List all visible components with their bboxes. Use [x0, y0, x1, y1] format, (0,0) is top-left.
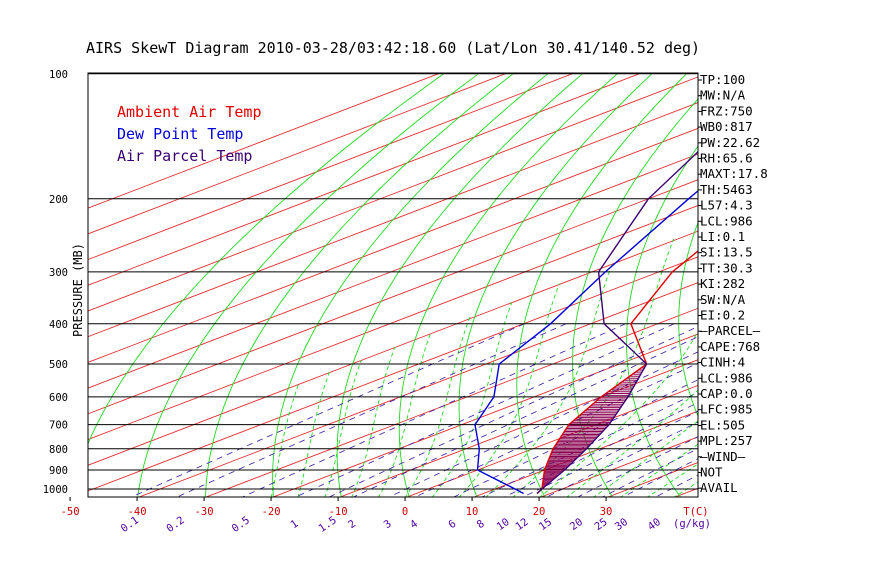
- stability-index-entry: NOT: [700, 465, 723, 480]
- legend-entry: Air Parcel Temp: [117, 147, 252, 165]
- legend: Ambient Air Temp Dew Point Temp Air Parcel…: [117, 103, 262, 165]
- stability-index-entry: MW:N/A: [700, 88, 746, 103]
- isotherm-line: [0, 74, 572, 498]
- stability-index-entry: LCL:986: [700, 213, 753, 228]
- stability-index-entry: KI:282: [700, 276, 745, 291]
- pressure-tick-label: 900: [49, 465, 68, 477]
- mixing-ratio-unit-label: (g/kg): [673, 518, 711, 530]
- pressure-tick-label: 200: [49, 194, 68, 206]
- mixing-ratio-tick-label: 10: [495, 516, 512, 533]
- stability-index-entry: TP:100: [700, 72, 745, 87]
- mixing-ratio-tick-label: 8: [475, 518, 487, 531]
- moist-adiabat-line: [352, 347, 395, 498]
- legend-entry: Dew Point Temp: [117, 125, 243, 143]
- stability-index-entry: SW:N/A: [700, 292, 746, 307]
- pressure-tick-label: 800: [49, 444, 68, 456]
- mixing-ratio-tick-label: 20: [568, 516, 585, 533]
- mixing-ratio-tick-label: 1: [288, 518, 300, 531]
- bottom-temp-tick-label: -50: [61, 506, 80, 518]
- stability-index-entry: MPL:257: [700, 433, 753, 448]
- bottom-temp-tick-label: -30: [195, 506, 214, 518]
- stability-index-entry: RH:65.6: [700, 151, 753, 166]
- pressure-tick-label: 400: [49, 319, 68, 331]
- mixing-ratio-line: [175, 324, 566, 498]
- pressure-tick-label: 700: [49, 420, 68, 432]
- stability-index-entry: CAP:0.0: [700, 386, 753, 401]
- isotherm-line: [807, 74, 870, 498]
- stability-index-entry: WB0:817: [700, 119, 753, 134]
- stability-index-entry: SI:13.5: [700, 245, 753, 260]
- sounding-curves: [475, 74, 870, 494]
- mixing-ratio-tick-label: 25: [592, 516, 609, 533]
- moist-adiabat-line: [325, 360, 361, 497]
- mixing-ratio-tick-label: 2: [346, 518, 358, 531]
- dry-adiabat-line: [826, 74, 870, 498]
- stability-index-entry: LFC:985: [700, 402, 753, 417]
- temp-unit-label: T(C): [683, 506, 708, 518]
- mixing-ratio-line: [480, 324, 841, 498]
- bottom-temp-tick-label: 10: [466, 506, 479, 518]
- dry-adiabat-line: [779, 74, 870, 498]
- moist-adiabat-line: [566, 199, 819, 498]
- pressure-tick-label: 600: [49, 392, 68, 404]
- stability-index-entry: TH:5463: [700, 182, 753, 197]
- stability-index-entry: —PARCEL—: [700, 323, 761, 338]
- stability-index-entry: EI:0.2: [700, 308, 745, 323]
- isotherm-line: [472, 74, 870, 498]
- mixing-ratio-tick-label: 40: [646, 516, 663, 533]
- stability-index-entry: EL:505: [700, 417, 745, 432]
- moist-adiabat-line: [405, 317, 470, 498]
- stability-index-entry: MAXT:17.8: [700, 166, 768, 181]
- bottom-temp-tick-label: 20: [533, 506, 546, 518]
- dry-adiabat-line: [337, 74, 582, 498]
- pressure-tick-label: 500: [49, 359, 68, 371]
- mixing-ratio-tick-label: 3: [382, 518, 394, 531]
- mixing-ratio-tick-label: 0.5: [230, 514, 252, 535]
- mixing-ratio-tick-label: 12: [513, 516, 530, 533]
- series-air-parcel-temp: [537, 74, 807, 494]
- mixing-ratio-line: [654, 324, 870, 498]
- stability-index-entry: TT:30.3: [700, 260, 753, 275]
- stability-index-entry: LCL:986: [700, 370, 753, 385]
- chart-title: AIRS SkewT Diagram 2010-03-28/03:42:18.6…: [86, 39, 700, 57]
- isotherm-line: [0, 74, 639, 498]
- stability-index-entry: AVAIL: [700, 480, 738, 495]
- stability-index-entry: CINH:4: [700, 355, 745, 370]
- y-axis-label: PRESSURE (MB): [71, 243, 85, 337]
- mixing-ratio-tick-label: 6: [446, 518, 458, 531]
- bottom-temp-tick-label: -20: [262, 506, 281, 518]
- stability-indices: TP:100MW:N/AFRZ:750WB0:817PW:22.62RH:65.…: [698, 72, 768, 495]
- mixing-ratio-line: [452, 324, 816, 498]
- stability-index-entry: LI:0.1: [700, 229, 745, 244]
- series-dew-point-temp: [475, 74, 870, 494]
- pressure-tick-label: 1000: [43, 484, 68, 496]
- moist-adiabat-line: [432, 302, 512, 498]
- stability-index-entry: —WIND—: [700, 449, 746, 464]
- mixing-ratio-tick-label: 15: [537, 516, 554, 533]
- bottom-temp-tick-label: 0: [402, 506, 408, 518]
- mixing-ratio-tick-label: 0.2: [164, 514, 186, 535]
- stability-index-entry: PW:22.62: [700, 135, 760, 150]
- pressure-tick-label: 300: [49, 267, 68, 279]
- stability-index-entry: CAPE:768: [700, 339, 760, 354]
- mixing-ratio-line: [241, 324, 626, 498]
- pressure-tick-label: 100: [49, 69, 68, 81]
- mixing-ratio-line: [327, 324, 704, 498]
- stability-index-entry: L57:4.3: [700, 198, 753, 213]
- legend-entry: Ambient Air Temp: [117, 103, 262, 121]
- stability-index-entry: FRZ:750: [700, 103, 753, 118]
- mixing-ratio-tick-label: 4: [408, 518, 420, 531]
- mixing-ratio-tick-label: 30: [613, 516, 630, 533]
